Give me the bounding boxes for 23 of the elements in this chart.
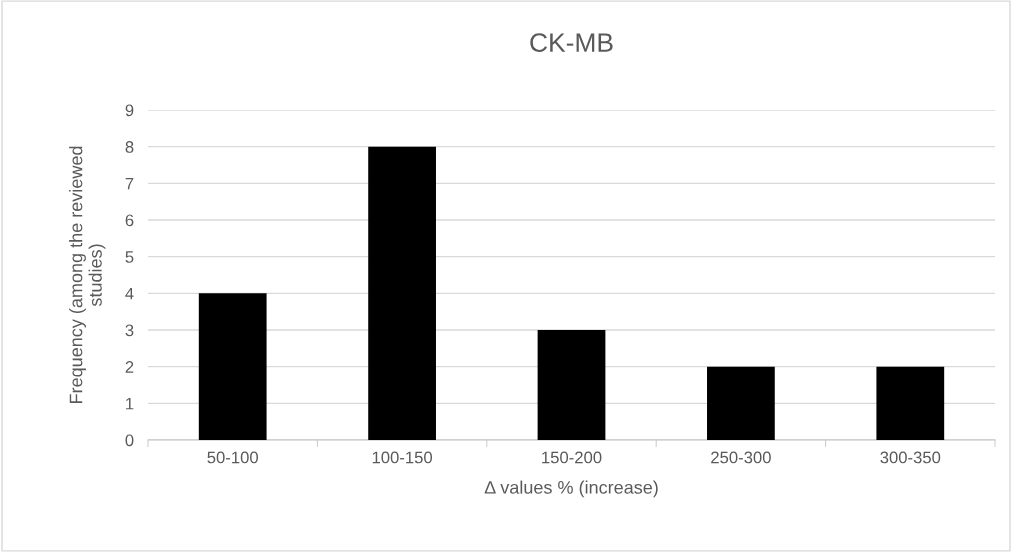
y-tick-label: 7 (125, 177, 134, 190)
y-tick-label: 4 (125, 287, 134, 300)
x-tick-label: 300-350 (880, 451, 941, 464)
bar (537, 330, 606, 440)
x-tick-label: 100-150 (372, 451, 433, 464)
chart-title: CK-MB (530, 33, 613, 52)
y-tick-label: 2 (125, 361, 134, 373)
x-tick-label: 150-200 (542, 451, 602, 464)
y-tick-label: 9 (125, 104, 134, 117)
y-tick-label: 5 (125, 251, 134, 263)
x-tick-label: 50-100 (207, 451, 258, 464)
y-tick-label: 1 (126, 397, 134, 410)
y-tick-label: 3 (125, 324, 134, 337)
y-tick-label: 0 (125, 434, 134, 447)
bar (707, 366, 775, 440)
x-axis-title: Δ values % (increase) (484, 480, 658, 498)
y-tick-label: 6 (125, 214, 134, 227)
bar (876, 366, 945, 440)
bar (198, 293, 267, 440)
y-tick-label: 8 (125, 141, 134, 153)
bar (368, 146, 436, 440)
x-tick-label: 250-300 (711, 451, 771, 464)
y-axis-title: Frequency (among the reviewed studies) (69, 146, 106, 403)
